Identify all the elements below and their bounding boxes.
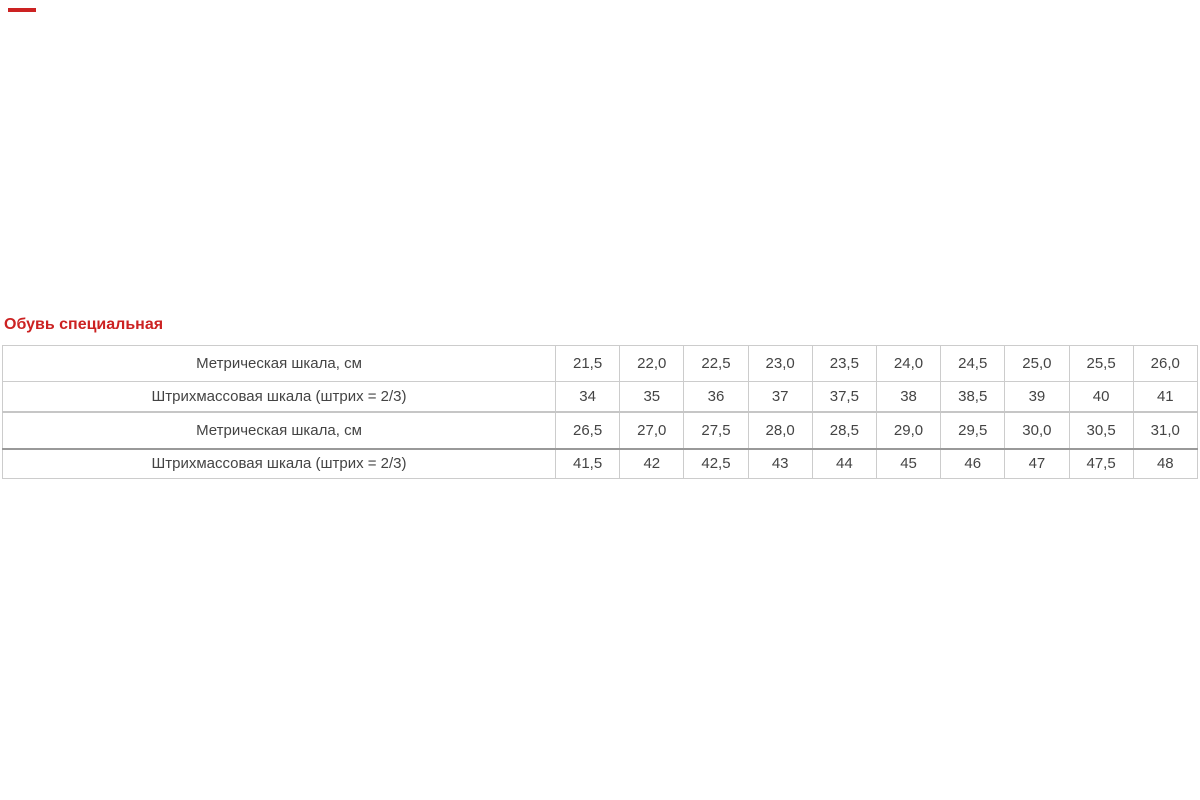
table-cell: 38,5: [940, 381, 1006, 413]
table-cell: 26,5: [554, 411, 621, 450]
table-cell: 45: [875, 448, 942, 479]
table-cell: 25,5: [1068, 345, 1134, 382]
table-row: Метрическая шкала, см 21,5 22,0 22,5 23,…: [2, 345, 1198, 382]
table-cell: 40: [1068, 381, 1134, 413]
table-cell: 23,5: [811, 345, 877, 382]
table-cell: 27,5: [683, 411, 749, 450]
row-label-cell: Метрическая шкала, см: [2, 345, 556, 382]
table-row: Штрихмассовая шкала (штрих = 2/3) 34 35 …: [2, 381, 1198, 413]
table-cell: 37: [747, 381, 813, 413]
table-cell: 29,0: [875, 411, 942, 450]
table-cell: 42: [619, 448, 685, 479]
table-cell: 30,5: [1068, 411, 1134, 450]
row-label-cell: Штрихмассовая шкала (штрих = 2/3): [2, 448, 556, 479]
table-cell: 30,0: [1004, 411, 1070, 450]
table-cell: 37,5: [811, 381, 877, 413]
table-cell: 39: [1004, 381, 1070, 413]
table-cell: 42,5: [683, 448, 749, 479]
table-cell: 24,0: [875, 345, 942, 382]
table-cell: 35: [619, 381, 685, 413]
table-cell: 38: [875, 381, 942, 413]
table-cell: 24,5: [940, 345, 1006, 382]
table-cell: 22,0: [619, 345, 685, 382]
table-cell: 22,5: [683, 345, 749, 382]
table-cell: 34: [554, 381, 621, 413]
table-cell: 43: [747, 448, 813, 479]
table-cell: 29,5: [940, 411, 1006, 450]
table-cell: 28,0: [747, 411, 813, 450]
row-label-cell: Штрихмассовая шкала (штрих = 2/3): [2, 381, 556, 413]
red-dash-mark: [8, 8, 36, 12]
table-row: Метрическая шкала, см 26,5 27,0 27,5 28,…: [2, 411, 1198, 450]
table-cell: 47,5: [1068, 448, 1134, 479]
table-cell: 41: [1132, 381, 1198, 413]
table-cell: 28,5: [811, 411, 877, 450]
table-cell: 47: [1004, 448, 1070, 479]
table-cell: 48: [1132, 448, 1198, 479]
row-label-cell: Метрическая шкала, см: [2, 411, 556, 450]
table-cell: 27,0: [619, 411, 685, 450]
page-title: Обувь специальная: [4, 316, 164, 333]
table-cell: 25,0: [1004, 345, 1070, 382]
table-cell: 36: [683, 381, 749, 413]
shoe-size-table: Метрическая шкала, см 21,5 22,0 22,5 23,…: [2, 345, 1198, 479]
table-cell: 44: [811, 448, 877, 479]
table-cell: 21,5: [554, 345, 621, 382]
table-row: Штрихмассовая шкала (штрих = 2/3) 41,5 4…: [2, 448, 1198, 479]
table-cell: 41,5: [554, 448, 621, 479]
table-cell: 23,0: [747, 345, 813, 382]
table-cell: 46: [940, 448, 1006, 479]
table-cell: 31,0: [1132, 411, 1198, 450]
table-cell: 26,0: [1132, 345, 1198, 382]
